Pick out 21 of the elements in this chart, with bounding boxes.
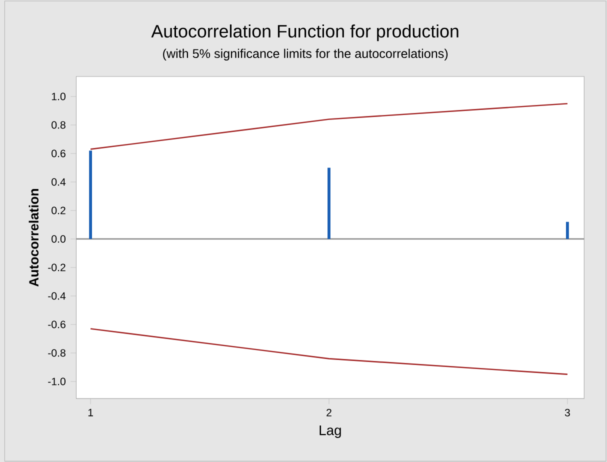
y-axis-title: Autocorrelation bbox=[28, 188, 39, 286]
bar bbox=[566, 222, 569, 239]
y-tick-label: -0.6 bbox=[48, 320, 66, 328]
chart-subtitle: (with 5% significance limits for the autocorrelations) bbox=[163, 48, 448, 60]
x-tick-label: 1 bbox=[88, 408, 93, 416]
y-tick-label: -1.0 bbox=[48, 378, 66, 386]
y-tick-label: -0.4 bbox=[48, 292, 66, 300]
bar bbox=[89, 150, 92, 239]
x-axis-title: Lag bbox=[320, 425, 341, 438]
y-tick-label: 0.0 bbox=[52, 235, 66, 243]
y-tick-label: 0.6 bbox=[52, 150, 66, 158]
bar bbox=[328, 168, 330, 239]
y-tick-label: 0.2 bbox=[52, 206, 66, 214]
y-tick-label: 1.0 bbox=[52, 92, 66, 100]
y-tick-label: 0.8 bbox=[52, 121, 66, 129]
y-tick-label: 0.4 bbox=[52, 178, 66, 186]
chart-title: Autocorrelation Function for production bbox=[151, 24, 458, 42]
y-tick-label: -0.8 bbox=[48, 349, 66, 357]
y-tick-label: -0.2 bbox=[48, 264, 66, 272]
x-tick-label: 3 bbox=[564, 408, 570, 416]
x-tick-label: 2 bbox=[326, 408, 332, 416]
